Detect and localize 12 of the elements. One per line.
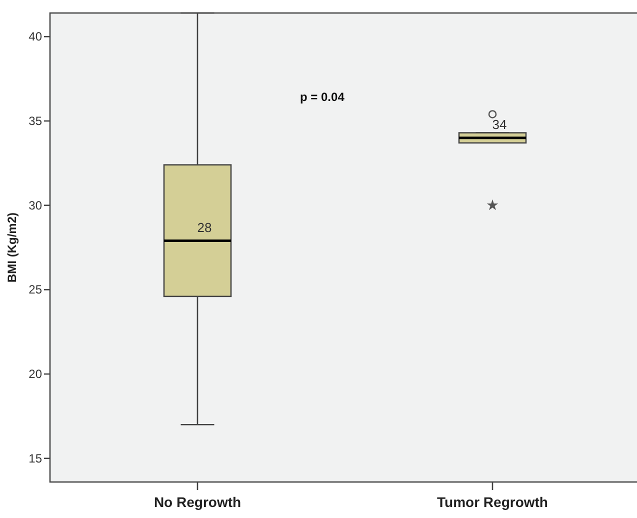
y-tick-label: 25 — [28, 282, 42, 297]
y-tick-label: 15 — [28, 451, 42, 466]
x-tick-label: No Regrowth — [154, 494, 242, 510]
annotation: p = 0.04 — [300, 90, 345, 104]
annotation: 34 — [492, 116, 507, 132]
annotation: 28 — [197, 220, 212, 235]
x-tick-label: Tumor Regrowth — [437, 494, 548, 510]
y-tick-label: 30 — [28, 198, 42, 212]
y-tick-label: 40 — [28, 30, 42, 44]
y-tick-label: 20 — [28, 367, 42, 382]
y-tick-label: 35 — [28, 114, 42, 128]
y-axis-title: BMI (Kg/m2) — [5, 212, 19, 282]
